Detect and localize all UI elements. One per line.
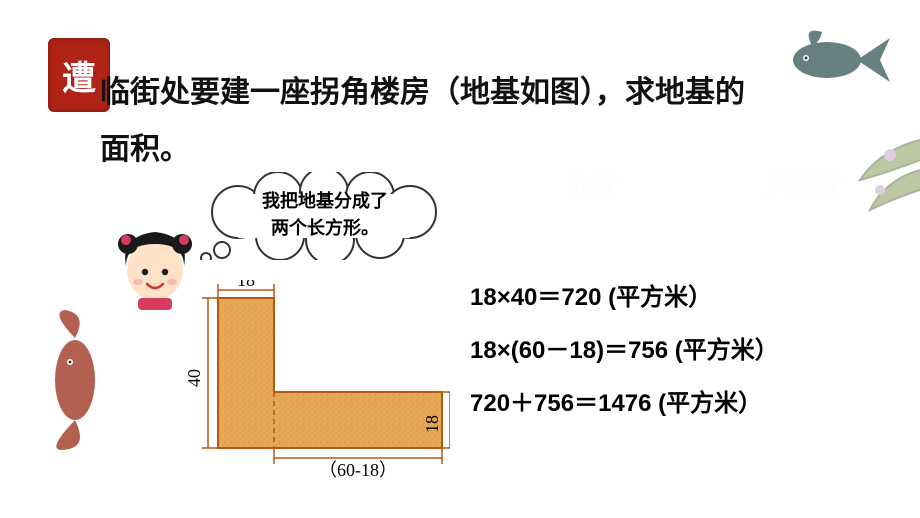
- dim-left-label: 40: [184, 369, 204, 387]
- question-line1: 临街处要建一座拐角楼房（地基如图），求地基的: [100, 76, 745, 109]
- bubble-text: 我把地基分成了 两个长方形。: [200, 188, 450, 242]
- calc-line-2: 18×(60－18)＝756 (平方米）: [470, 325, 779, 378]
- seal-char: 遭: [62, 51, 96, 100]
- question-line2: 面积。: [100, 133, 190, 166]
- foundation-diagram: 18 40 18 （60-18）: [170, 280, 450, 510]
- fish-left: [30, 310, 120, 450]
- thought-bubble: 我把地基分成了 两个长方形。: [200, 172, 450, 260]
- dim-top-label: 18: [237, 280, 255, 290]
- bubble-line2: 两个长方形。: [271, 218, 379, 238]
- discount-label-1: 九折: [568, 164, 616, 199]
- discount-label-2: 八五折: [768, 164, 840, 199]
- dim-left: 40: [184, 298, 218, 448]
- dim-bottom-label: （60-18）: [319, 460, 397, 480]
- question-text: 临街处要建一座拐角楼房（地基如图），求地基的 面积。: [100, 64, 880, 178]
- dim-bottom: （60-18）: [274, 448, 442, 480]
- calc-line-1: 18×40＝720 (平方米）: [470, 272, 779, 325]
- calculation-block: 18×40＝720 (平方米） 18×(60－18)＝756 (平方米） 720…: [470, 272, 779, 430]
- dim-right-label: 18: [422, 415, 442, 433]
- dim-top: 18: [218, 280, 274, 298]
- l-shape: [218, 298, 442, 448]
- bubble-line1: 我把地基分成了: [262, 191, 388, 211]
- calc-line-3: 720＋756＝1476 (平方米）: [470, 378, 779, 431]
